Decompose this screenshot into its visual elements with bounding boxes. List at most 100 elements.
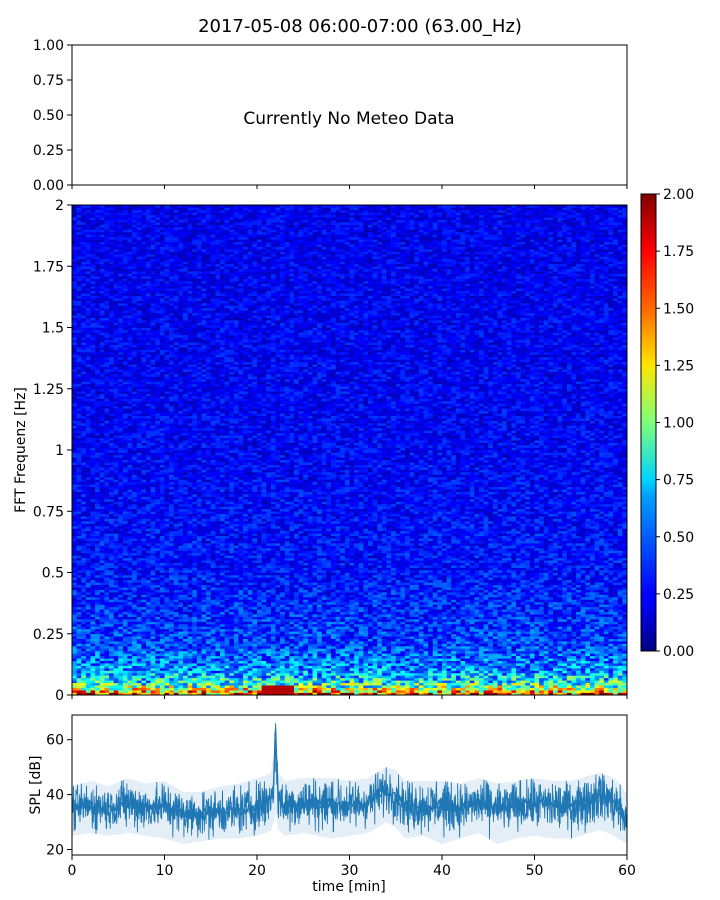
heatmap-cell bbox=[243, 641, 248, 644]
heatmap-cell bbox=[391, 636, 396, 639]
heatmap-cell bbox=[317, 690, 322, 693]
heatmap-cell bbox=[289, 607, 294, 610]
heatmap-cell bbox=[220, 592, 225, 595]
heatmap-cell bbox=[192, 680, 197, 683]
heatmap-cell bbox=[368, 663, 373, 666]
heatmap-cell bbox=[239, 646, 244, 649]
heatmap-cell bbox=[516, 688, 521, 691]
heatmap-cell bbox=[498, 661, 503, 664]
heatmap-cell bbox=[502, 646, 507, 649]
heatmap-cell bbox=[81, 617, 86, 620]
heatmap-cell bbox=[521, 671, 526, 674]
heatmap-cell bbox=[257, 656, 262, 659]
heatmap-cell bbox=[465, 688, 470, 691]
heatmap-cell bbox=[266, 622, 271, 625]
heatmap-cell bbox=[294, 619, 299, 622]
heatmap-cell bbox=[72, 673, 77, 676]
heatmap-cell bbox=[294, 634, 299, 637]
heatmap-cell bbox=[229, 683, 234, 686]
heatmap-cell bbox=[257, 678, 262, 681]
heatmap-cell bbox=[391, 656, 396, 659]
heatmap-cell bbox=[81, 636, 86, 639]
heatmap-cell bbox=[525, 607, 530, 610]
heatmap-cell bbox=[243, 636, 248, 639]
heatmap-cell bbox=[456, 644, 461, 647]
heatmap-cell bbox=[387, 617, 392, 620]
heatmap-cell bbox=[225, 639, 230, 642]
heatmap-cell bbox=[308, 656, 313, 659]
heatmap-cell bbox=[354, 614, 359, 617]
heatmap-cell bbox=[331, 624, 336, 627]
heatmap-cell bbox=[155, 651, 160, 654]
heatmap-cell bbox=[174, 631, 179, 634]
heatmap-cell bbox=[178, 653, 183, 656]
heatmap-cell bbox=[188, 673, 193, 676]
heatmap-cell bbox=[363, 680, 368, 683]
heatmap-cell bbox=[229, 609, 234, 612]
heatmap-cell bbox=[252, 656, 257, 659]
heatmap-cell bbox=[354, 609, 359, 612]
heatmap-cell bbox=[266, 604, 271, 607]
heatmap-cell bbox=[350, 690, 355, 693]
heatmap-cell bbox=[396, 641, 401, 644]
heatmap-cell bbox=[220, 651, 225, 654]
heatmap-cell bbox=[81, 651, 86, 654]
heatmap-cell bbox=[521, 626, 526, 629]
heatmap-cell bbox=[81, 592, 86, 595]
heatmap-cell bbox=[465, 599, 470, 602]
heatmap-cell bbox=[91, 607, 96, 610]
heatmap-cell bbox=[576, 656, 581, 659]
heatmap-cell bbox=[590, 624, 595, 627]
heatmap-cell bbox=[484, 636, 489, 639]
heatmap-cell bbox=[451, 685, 456, 688]
heatmap-cell bbox=[465, 595, 470, 598]
heatmap-cell bbox=[266, 636, 271, 639]
heatmap-cell bbox=[322, 609, 327, 612]
heatmap-cell bbox=[553, 617, 558, 620]
heatmap-cell bbox=[322, 651, 327, 654]
heatmap-cell bbox=[313, 609, 318, 612]
heatmap-cell bbox=[109, 661, 114, 664]
heatmap-cell bbox=[498, 673, 503, 676]
heatmap-cell bbox=[350, 680, 355, 683]
heatmap-cell bbox=[322, 626, 327, 629]
heatmap-cell bbox=[118, 626, 123, 629]
heatmap-cell bbox=[86, 653, 91, 656]
heatmap-cell bbox=[484, 648, 489, 651]
heatmap-cell bbox=[215, 656, 220, 659]
heatmap-cell bbox=[590, 646, 595, 649]
heatmap-cell bbox=[95, 678, 100, 681]
heatmap-cell bbox=[86, 641, 91, 644]
heatmap-cell bbox=[461, 683, 466, 686]
heatmap-cell bbox=[243, 673, 248, 676]
heatmap-cell bbox=[461, 648, 466, 651]
heatmap-cell bbox=[447, 602, 452, 605]
heatmap-cell bbox=[544, 617, 549, 620]
heatmap-cell bbox=[192, 629, 197, 632]
heatmap-cell bbox=[585, 646, 590, 649]
heatmap-cell bbox=[562, 683, 567, 686]
heatmap-cell bbox=[516, 595, 521, 598]
heatmap-cell bbox=[132, 651, 137, 654]
heatmap-cell bbox=[326, 634, 331, 637]
heatmap-cell bbox=[132, 690, 137, 693]
heatmap-cell bbox=[317, 646, 322, 649]
heatmap-cell bbox=[414, 651, 419, 654]
heatmap-cell bbox=[165, 626, 170, 629]
heatmap-cell bbox=[202, 614, 207, 617]
heatmap-cell bbox=[132, 671, 137, 674]
heatmap-cell bbox=[572, 688, 577, 691]
heatmap-cell bbox=[488, 648, 493, 651]
heatmap-cell bbox=[354, 671, 359, 674]
heatmap-cell bbox=[572, 636, 577, 639]
heatmap-cell bbox=[373, 599, 378, 602]
heatmap-cell bbox=[215, 617, 220, 620]
heatmap-cell bbox=[368, 680, 373, 683]
heatmap-cell bbox=[192, 678, 197, 681]
heatmap-cell bbox=[188, 634, 193, 637]
heatmap-cell bbox=[239, 597, 244, 600]
heatmap-cell bbox=[488, 602, 493, 605]
heatmap-cell bbox=[215, 658, 220, 661]
heatmap-cell bbox=[585, 619, 590, 622]
heatmap-cell bbox=[558, 646, 563, 649]
